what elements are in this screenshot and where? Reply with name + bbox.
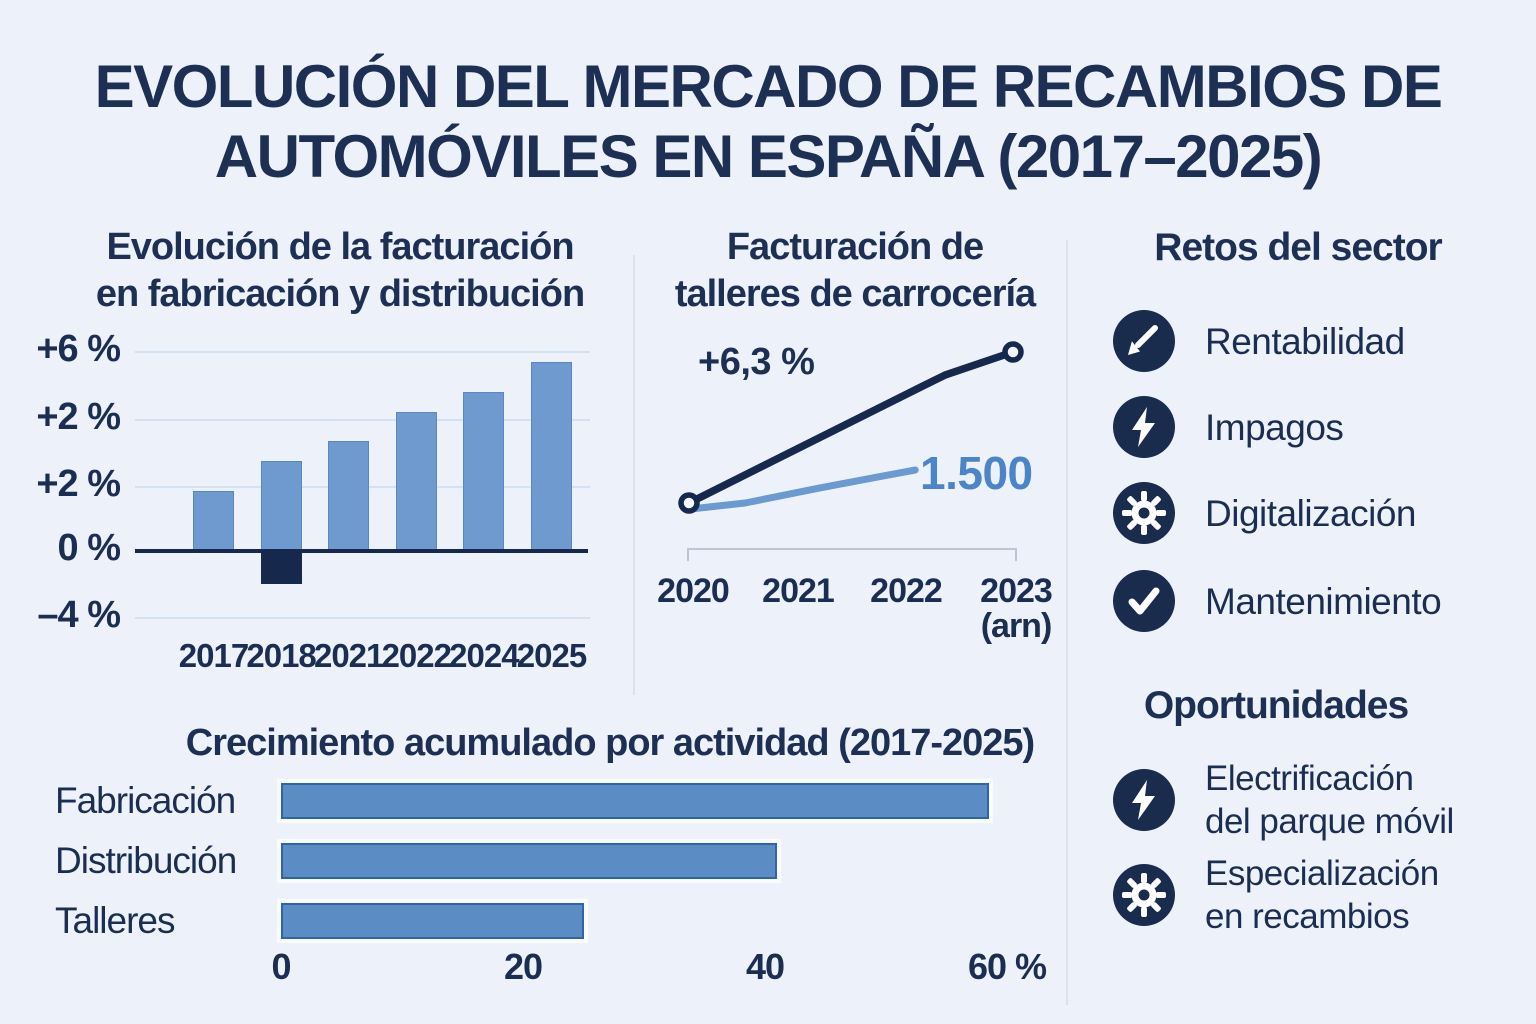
opportunity-icon-wrap xyxy=(1113,769,1175,831)
line-x-year-label: 2020 xyxy=(657,572,730,610)
talleres-count-line xyxy=(687,466,919,513)
challenge-icon-wrap xyxy=(1113,570,1175,632)
y-tick-label: +2 % xyxy=(36,396,121,438)
horizontal-bar xyxy=(281,903,584,939)
facturacion-chart-title-line2: en fabricación y distribución xyxy=(95,273,585,315)
challenge-item: Mantenimiento xyxy=(1113,570,1442,632)
gear-icon xyxy=(1113,482,1175,544)
talleres-chart-title-line2: talleres de carrocería xyxy=(674,273,1036,315)
line-chart-svg xyxy=(678,341,1024,561)
line-x-year-label: 2023 xyxy=(980,572,1053,610)
gridline xyxy=(135,419,590,421)
vertical-divider-right xyxy=(1066,240,1068,1005)
x-axis-tick-label: 0 xyxy=(271,946,291,987)
x-year-label: 2017 xyxy=(178,637,249,674)
opportunity-label-line: del parque móvil xyxy=(1205,802,1454,841)
x-axis-tick-label: 20 xyxy=(503,946,543,987)
lightning-icon xyxy=(1113,769,1175,831)
zero-axis-line xyxy=(135,549,588,553)
vertical-divider-left xyxy=(633,255,635,695)
x-axis-tick-label: 40 xyxy=(745,946,785,987)
challenge-icon-wrap xyxy=(1113,482,1175,544)
facturacion-chart-title-line1: Evolución de la facturación xyxy=(106,226,574,268)
horizontal-bar xyxy=(281,843,778,879)
talleres-chart-title-line1: Facturación de xyxy=(726,226,984,268)
row-label: Distribución xyxy=(55,840,237,881)
challenges-heading: Retos del sector xyxy=(1154,226,1442,269)
growth-annotation: +6,3 % xyxy=(698,341,815,383)
x-year-label: 2021 xyxy=(313,637,384,674)
horizontal-bar xyxy=(281,783,989,819)
y-tick-label: +2 % xyxy=(36,463,121,505)
opportunity-label: Especialización en recambios xyxy=(1205,852,1439,938)
x-year-label: 2022 xyxy=(381,637,452,674)
opportunity-label-line: en recambios xyxy=(1205,897,1410,936)
crecimiento-chart-title: Crecimiento acumulado por actividad (201… xyxy=(185,722,1035,764)
page-title: EVOLUCIÓN DEL MERCADO DE RECAMBIOS DE AU… xyxy=(0,52,1536,192)
check-icon xyxy=(1113,570,1175,632)
challenge-icon-wrap xyxy=(1113,310,1175,372)
line-start-marker xyxy=(678,492,700,514)
gear-icon xyxy=(1113,864,1175,926)
talleres-line-chart-canvas xyxy=(650,330,1050,590)
talleres-chart-title: Facturación de talleres de carrocería xyxy=(650,224,1060,318)
line-end-marker xyxy=(1002,341,1024,363)
line-x-year-label: 2021 xyxy=(762,572,835,610)
facturacion-chart-title: Evolución de la facturación en fabricaci… xyxy=(60,224,620,318)
talleres-growth-line xyxy=(685,348,1017,507)
gridline xyxy=(135,617,590,619)
y-tick-label: 0 % xyxy=(57,527,121,569)
facturacion-bar xyxy=(531,361,572,551)
row-label: Fabricación xyxy=(55,780,236,821)
opportunity-item: Electrificación del parque móvil xyxy=(1113,757,1454,843)
x-year-label: 2025 xyxy=(516,637,587,674)
trending-down-icon xyxy=(1113,310,1175,372)
opportunity-label-line: Especialización xyxy=(1205,854,1439,893)
negative-bar-segment xyxy=(260,551,302,585)
facturacion-bar xyxy=(463,391,505,551)
opportunity-icon-wrap xyxy=(1113,864,1175,926)
opportunity-label: Electrificación del parque móvil xyxy=(1205,757,1454,843)
challenge-item: Rentabilidad xyxy=(1113,310,1405,372)
row-label: Talleres xyxy=(55,900,176,941)
lightning-icon xyxy=(1113,396,1175,458)
challenge-icon-wrap xyxy=(1113,396,1175,458)
facturacion-bar xyxy=(193,491,234,551)
facturacion-bar xyxy=(395,411,437,551)
y-tick-label: –4 % xyxy=(37,594,121,636)
challenge-item: Digitalización xyxy=(1113,482,1417,544)
opportunity-label-line: Electrificación xyxy=(1205,759,1414,798)
x-axis-tick-label: 60 % xyxy=(967,946,1047,987)
opportunities-heading: Oportunidades xyxy=(1143,684,1409,727)
gridline xyxy=(135,351,590,353)
opportunity-item: Especialización en recambios xyxy=(1113,852,1439,938)
y-tick-label: +6 % xyxy=(36,328,121,370)
challenge-label: Impagos xyxy=(1205,406,1344,448)
challenge-label: Rentabilidad xyxy=(1205,320,1405,362)
x-year-label: 2018 xyxy=(246,637,316,674)
line-x-note: (arn) xyxy=(980,607,1053,645)
x-year-label: 2024 xyxy=(449,637,519,674)
page-title-line1: EVOLUCIÓN DEL MERCADO DE RECAMBIOS DE xyxy=(94,53,1443,120)
page-title-line2: AUTOMÓVILES EN ESPAÑA (2017–2025) xyxy=(214,123,1323,190)
challenge-item: Impagos xyxy=(1113,396,1344,458)
line-x-year-label: 2022 xyxy=(870,572,943,610)
challenge-label: Digitalización xyxy=(1205,492,1417,534)
facturacion-bar xyxy=(260,461,302,551)
count-annotation: 1.500 xyxy=(920,447,1033,499)
challenge-label: Mantenimiento xyxy=(1205,580,1442,622)
x-axis-bracket xyxy=(687,548,1017,561)
